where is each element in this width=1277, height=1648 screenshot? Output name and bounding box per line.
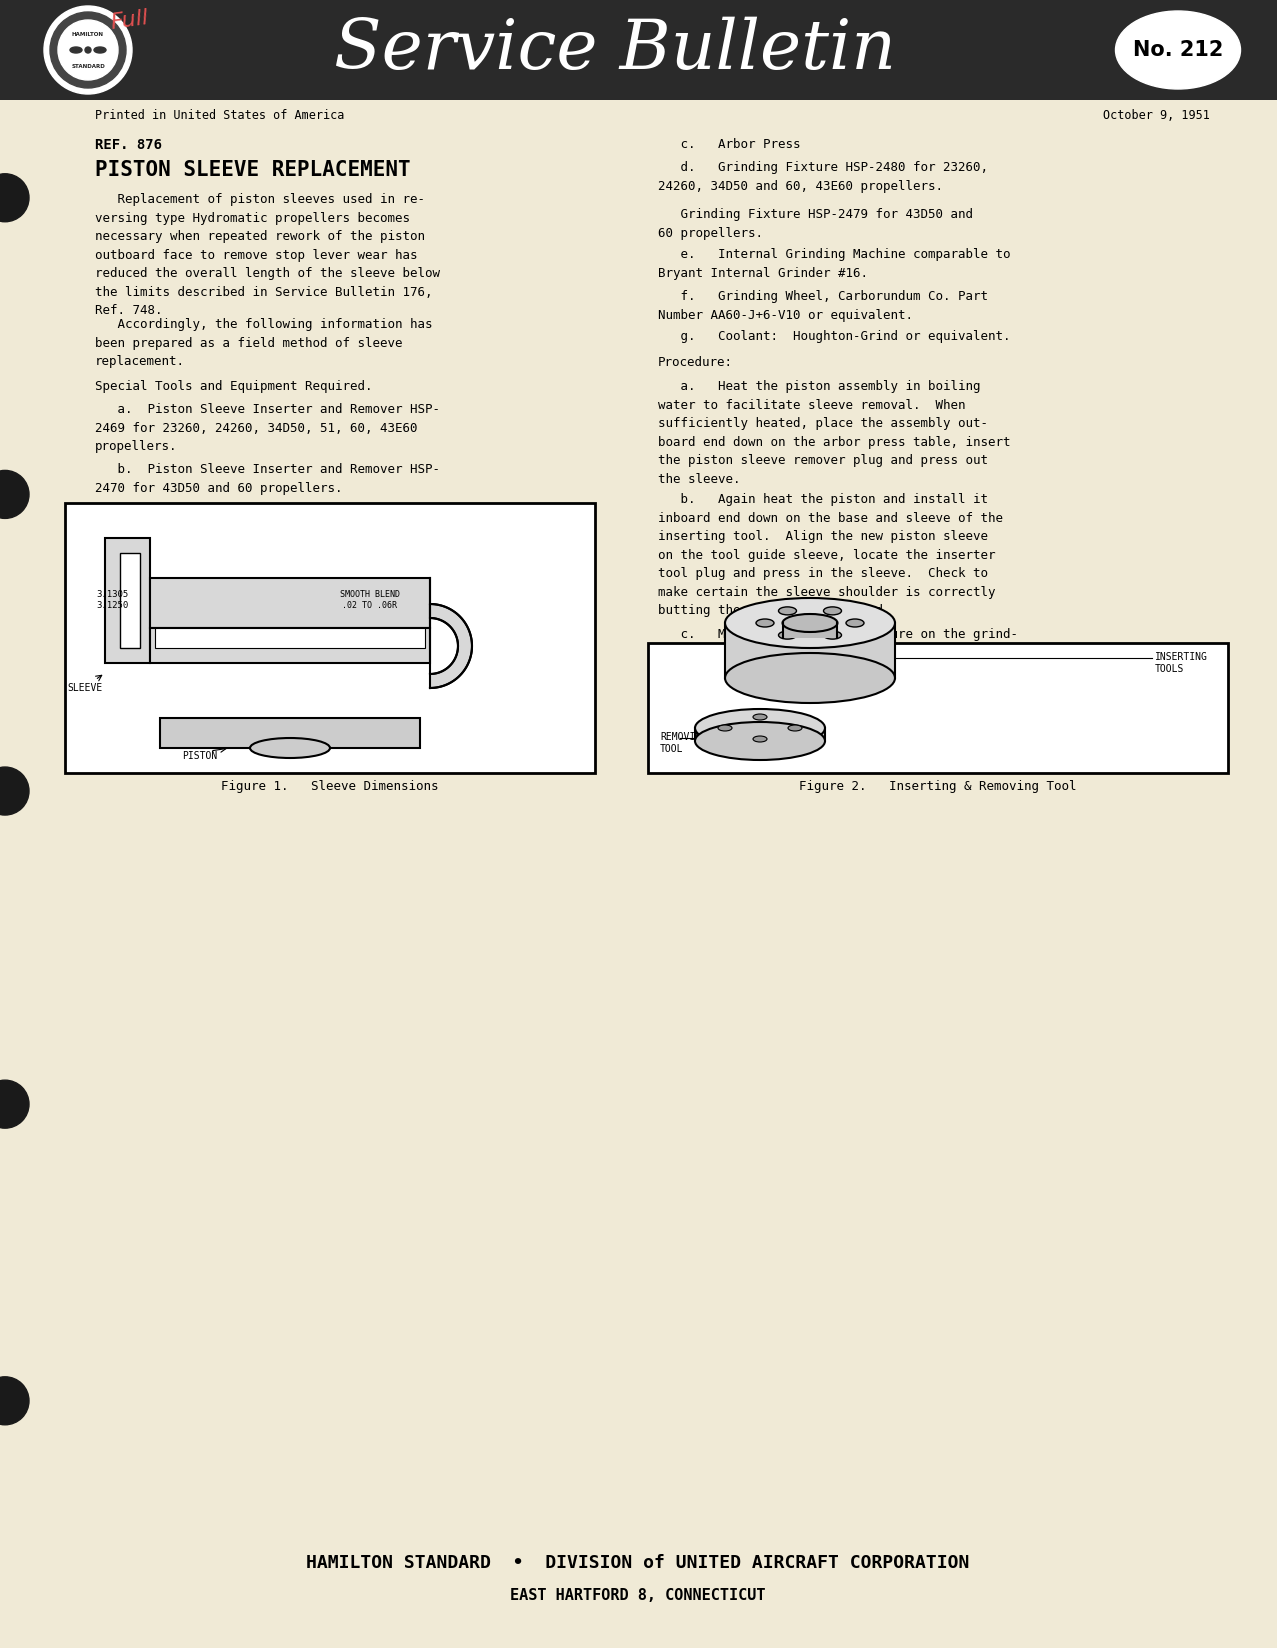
Text: Printed in United States of America: Printed in United States of America xyxy=(94,109,345,122)
Circle shape xyxy=(0,1079,29,1129)
Circle shape xyxy=(86,48,91,53)
Ellipse shape xyxy=(845,620,865,626)
Text: 3.1305
3.1250: 3.1305 3.1250 xyxy=(96,590,128,610)
Text: f.   Grinding Wheel, Carborundum Co. Part
Number AA60-J+6-V10 or equivalent.: f. Grinding Wheel, Carborundum Co. Part … xyxy=(658,290,988,321)
Polygon shape xyxy=(430,605,472,687)
Text: INSERTING
TOOLS: INSERTING TOOLS xyxy=(1154,653,1208,674)
Ellipse shape xyxy=(695,722,825,760)
Text: b.   Again heat the piston and install it
inboard end down on the base and sleev: b. Again heat the piston and install it … xyxy=(658,493,1002,616)
Ellipse shape xyxy=(753,714,767,720)
Text: c.   Arbor Press: c. Arbor Press xyxy=(658,138,801,152)
Text: Figure 1.   Sleeve Dimensions: Figure 1. Sleeve Dimensions xyxy=(221,780,439,793)
Text: Service Bulletin: Service Bulletin xyxy=(335,16,896,84)
Text: October 9, 1951: October 9, 1951 xyxy=(1103,109,1211,122)
Text: REF. 876: REF. 876 xyxy=(94,138,162,152)
Ellipse shape xyxy=(695,709,825,747)
Text: b.  Piston Sleeve Inserter and Remover HSP-
2470 for 43D50 and 60 propellers.: b. Piston Sleeve Inserter and Remover HS… xyxy=(94,463,441,494)
Bar xyxy=(647,643,1228,773)
Text: HAMILTON STANDARD  •  DIVISION of UNITED AIRCRAFT CORPORATION: HAMILTON STANDARD • DIVISION of UNITED A… xyxy=(306,1554,969,1572)
Text: Grinding Fixture HSP-2479 for 43D50 and
60 propellers.: Grinding Fixture HSP-2479 for 43D50 and … xyxy=(658,208,973,239)
Bar xyxy=(149,628,430,662)
Text: Accordingly, the following information has
been prepared as a field method of sl: Accordingly, the following information h… xyxy=(94,318,433,368)
Ellipse shape xyxy=(1116,12,1240,89)
Circle shape xyxy=(0,470,29,519)
Text: PISTON: PISTON xyxy=(183,751,217,761)
Circle shape xyxy=(0,173,29,222)
Ellipse shape xyxy=(718,725,732,732)
Bar xyxy=(105,537,149,662)
Text: d.   Grinding Fixture HSP-2480 for 23260,
24260, 34D50 and 60, 43E60 propellers.: d. Grinding Fixture HSP-2480 for 23260, … xyxy=(658,162,988,193)
Text: e.   Internal Grinding Machine comparable to
Bryant Internal Grinder #16.: e. Internal Grinding Machine comparable … xyxy=(658,247,1010,280)
Ellipse shape xyxy=(824,606,842,615)
Ellipse shape xyxy=(779,606,797,615)
Bar xyxy=(120,554,140,648)
Ellipse shape xyxy=(824,631,842,639)
Ellipse shape xyxy=(788,725,802,732)
Ellipse shape xyxy=(753,737,767,742)
Text: No. 212: No. 212 xyxy=(1133,40,1223,59)
Text: c.   Mount the grinding fixture on the grind-
ing machine face plate and center : c. Mount the grinding fixture on the gri… xyxy=(658,628,1018,659)
Circle shape xyxy=(0,1376,29,1426)
Ellipse shape xyxy=(94,48,106,53)
Text: Full: Full xyxy=(110,8,151,33)
Bar xyxy=(783,623,836,638)
Circle shape xyxy=(43,7,132,94)
Text: g.   Coolant:  Houghton-Grind or equivalent.: g. Coolant: Houghton-Grind or equivalent… xyxy=(658,330,1010,343)
Bar xyxy=(0,0,1277,101)
Bar xyxy=(65,503,595,773)
Bar xyxy=(149,578,430,628)
Ellipse shape xyxy=(779,631,797,639)
Text: Special Tools and Equipment Required.: Special Tools and Equipment Required. xyxy=(94,381,373,392)
Bar xyxy=(695,728,825,742)
Bar xyxy=(160,719,420,748)
Circle shape xyxy=(50,12,126,87)
Text: Figure 2.   Inserting & Removing Tool: Figure 2. Inserting & Removing Tool xyxy=(799,780,1077,793)
Text: STANDARD: STANDARD xyxy=(72,64,105,69)
Text: Procedure:: Procedure: xyxy=(658,356,733,369)
Ellipse shape xyxy=(756,620,774,626)
Text: HAMILTON: HAMILTON xyxy=(72,31,103,36)
Ellipse shape xyxy=(725,653,895,704)
Text: SMOOTH BLEND
.02 TO .06R: SMOOTH BLEND .02 TO .06R xyxy=(340,590,400,610)
Text: SLEEVE: SLEEVE xyxy=(68,682,102,694)
Text: REMOVING
TOOL: REMOVING TOOL xyxy=(660,732,707,753)
Bar xyxy=(155,628,425,648)
Bar xyxy=(725,623,895,677)
Ellipse shape xyxy=(70,48,82,53)
Ellipse shape xyxy=(783,615,838,631)
Circle shape xyxy=(57,20,117,81)
Circle shape xyxy=(0,766,29,816)
Text: PISTON SLEEVE REPLACEMENT: PISTON SLEEVE REPLACEMENT xyxy=(94,160,411,180)
Ellipse shape xyxy=(250,738,329,758)
Text: a.  Piston Sleeve Inserter and Remover HSP-
2469 for 23260, 24260, 34D50, 51, 60: a. Piston Sleeve Inserter and Remover HS… xyxy=(94,404,441,453)
Text: a.   Heat the piston assembly in boiling
water to facilitate sleeve removal.  Wh: a. Heat the piston assembly in boiling w… xyxy=(658,381,1010,486)
Ellipse shape xyxy=(725,598,895,648)
Text: Replacement of piston sleeves used in re-
versing type Hydromatic propellers bec: Replacement of piston sleeves used in re… xyxy=(94,193,441,316)
Text: EAST HARTFORD 8, CONNECTICUT: EAST HARTFORD 8, CONNECTICUT xyxy=(511,1589,766,1604)
